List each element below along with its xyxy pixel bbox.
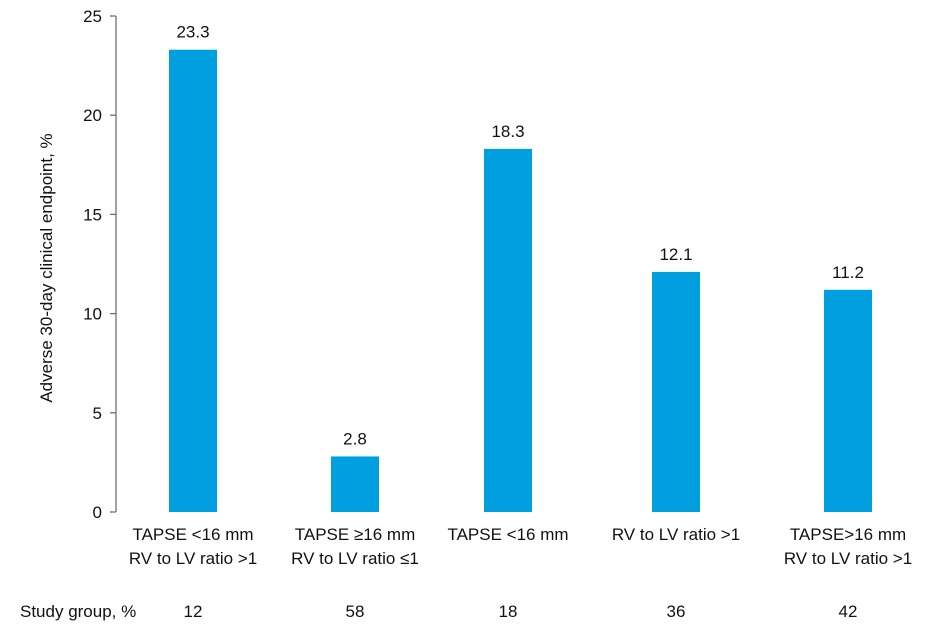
study-group-value: 36 xyxy=(667,602,686,621)
category-label: RV to LV ratio >1 xyxy=(612,525,740,544)
bar xyxy=(824,289,872,512)
category-label: TAPSE <16 mm xyxy=(447,525,568,544)
data-label: 11.2 xyxy=(832,263,864,282)
category-label-line: TAPSE <16 mm xyxy=(132,525,253,544)
y-axis-title: Adverse 30-day clinical endpoint, % xyxy=(37,133,56,402)
y-tick-label: 25 xyxy=(83,7,102,26)
category-label-line: RV to LV ratio >1 xyxy=(612,525,740,544)
category-label: TAPSE ≥16 mm RV to LV ratio ≤1 xyxy=(291,525,419,568)
y-tick-label: 0 xyxy=(93,503,102,522)
category-labels: TAPSE <16 mm RV to LV ratio >1 TAPSE ≥16 m… xyxy=(129,525,912,568)
y-tick-label: 10 xyxy=(83,305,102,324)
category-label-line: TAPSE>16 mm xyxy=(790,525,906,544)
bar xyxy=(652,271,700,512)
data-label: 12.1 xyxy=(659,245,692,264)
data-label: 2.8 xyxy=(343,429,367,448)
bar xyxy=(484,148,532,513)
data-labels: 23.3 2.8 18.3 12.1 11.2 xyxy=(176,23,863,449)
y-tick-label: 20 xyxy=(83,106,102,125)
category-label-line: RV to LV ratio ≤1 xyxy=(291,549,419,568)
bars xyxy=(169,49,872,513)
study-group-row: Study group, % 12 58 18 36 42 xyxy=(20,602,857,621)
category-label-line: RV to LV ratio >1 xyxy=(129,549,257,568)
study-group-label: Study group, % xyxy=(20,602,136,621)
study-group-value: 18 xyxy=(499,602,518,621)
study-group-value: 42 xyxy=(839,602,858,621)
category-label: TAPSE <16 mm RV to LV ratio >1 xyxy=(129,525,257,568)
category-label-line: RV to LV ratio >1 xyxy=(784,549,912,568)
y-axis: 0 5 10 15 20 25 xyxy=(83,7,117,522)
category-label: TAPSE>16 mm RV to LV ratio >1 xyxy=(784,525,912,568)
data-label: 18.3 xyxy=(491,122,524,141)
study-group-value: 58 xyxy=(346,602,365,621)
y-tick-label: 5 xyxy=(93,404,102,423)
study-group-value: 12 xyxy=(184,602,203,621)
category-label-line: TAPSE ≥16 mm xyxy=(295,525,416,544)
data-label: 23.3 xyxy=(176,23,209,42)
bar xyxy=(331,456,379,512)
y-tick-label: 15 xyxy=(83,205,102,224)
category-label-line: TAPSE <16 mm xyxy=(447,525,568,544)
bar xyxy=(169,49,217,513)
